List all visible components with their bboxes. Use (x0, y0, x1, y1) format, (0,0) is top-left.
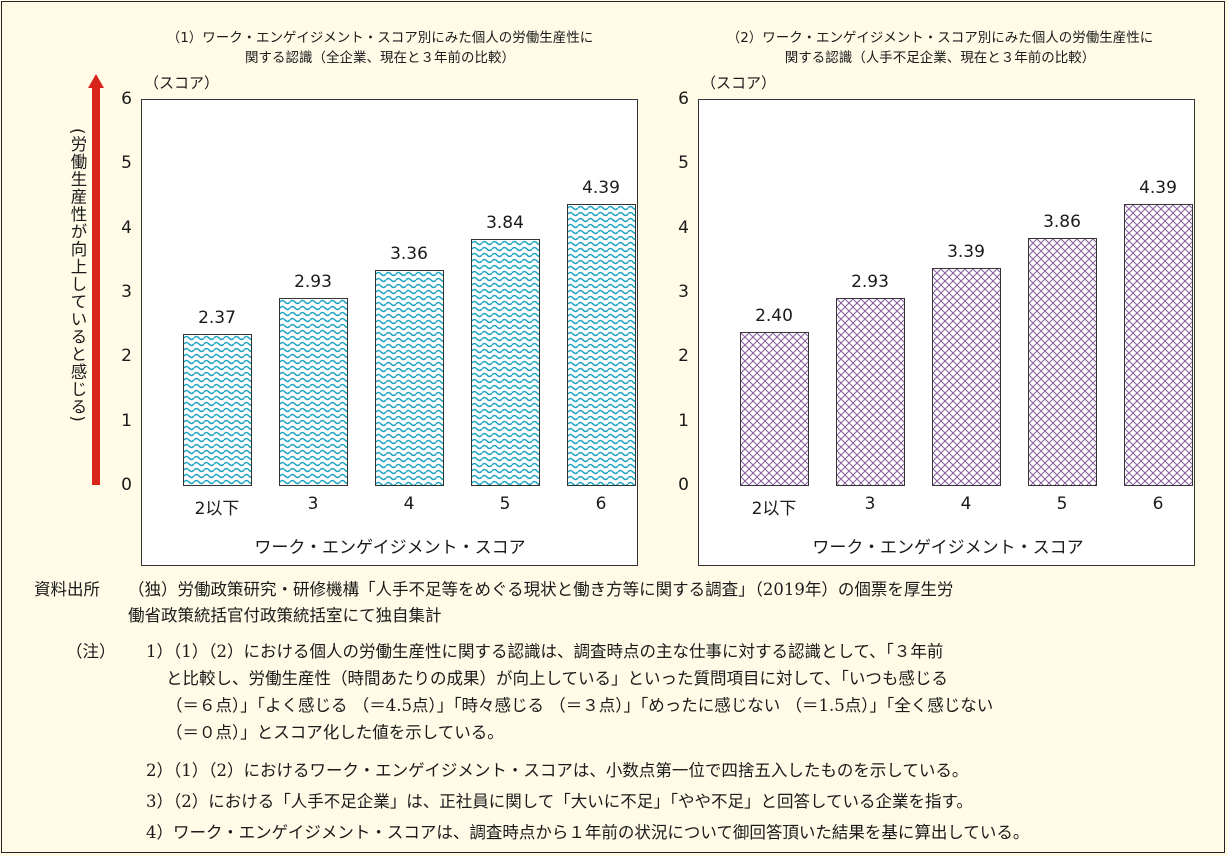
chart2-y-tick: 1 (678, 410, 689, 431)
chart1-unit-label: （スコア） (144, 74, 220, 92)
chart2-bar (835, 297, 905, 486)
increase-arrow-icon (88, 74, 104, 485)
note-1-line-2: と比較し、労働生産性（時間あたりの成果）が向上している」といった質問項目に対して… (166, 669, 948, 688)
source-text-2: 働省政策統括官付政策統括室にて独自集計 (128, 606, 442, 625)
chart1-x-tick: 3 (307, 494, 319, 514)
chart1-bar (182, 333, 252, 486)
chart2-x-tick: 5 (1056, 494, 1068, 514)
chart2-bar (931, 267, 1001, 486)
chart1-y-tick: 5 (121, 153, 132, 174)
chart2-value-label: 2.93 (851, 271, 889, 292)
chart2-y-tick: 3 (678, 282, 689, 302)
chart1-x-tick: 2以下 (194, 499, 240, 519)
chart1-x-tick: 5 (499, 494, 511, 514)
chart1-x-tick: 6 (595, 494, 607, 514)
note-2: 2）（1）（2）におけるワーク・エンゲイジメント・スコアは、小数点第一位で四捨五… (146, 761, 969, 780)
notes-heading: （注） (66, 642, 116, 661)
chart2-value-label: 3.86 (1043, 211, 1081, 232)
chart2-x-tick: 2以下 (751, 499, 797, 519)
chart1-axis-panel (141, 487, 638, 566)
chart2-unit-label: （スコア） (701, 74, 777, 92)
chart1-y-tick: 4 (121, 217, 132, 238)
chart1-value-label: 2.37 (198, 307, 236, 328)
chart2-y-tick: 4 (678, 217, 689, 238)
chart1-y-tick: 0 (121, 475, 132, 495)
chart1-value-label: 4.39 (582, 177, 620, 198)
chart2-x-tick: 3 (864, 494, 876, 514)
chart2-bar (1027, 237, 1097, 486)
chart1-value-label: 3.36 (390, 243, 428, 264)
chart2-x-axis-label: ワーク・エンゲイジメント・スコア (812, 538, 1084, 558)
chart2-y-tick: 5 (678, 153, 689, 174)
y-axis-description: (労働生産性が向上していると感じる) (68, 128, 87, 423)
note-3: 3）（2）における「人手不足企業」は、正社員に関して「大いに不足」「やや不足」と… (146, 792, 973, 811)
chart1-x-axis-label: ワーク・エンゲイジメント・スコア (254, 538, 526, 558)
note-1-line-3: （＝６点）」「よく感じる （＝4.5点）」「時々感じる （＝３点）」「めったに感… (166, 696, 994, 715)
chart2-x-tick: 6 (1152, 494, 1164, 514)
chart2-y-tick: 6 (678, 89, 689, 109)
chart1-y-tick: 2 (121, 346, 132, 367)
source-heading: 資料出所 (34, 580, 100, 599)
chart1-bar (374, 269, 444, 486)
source-text-1: （独）労働政策研究・研修機構「人手不足等をめぐる現状と働き方等に関する調査」（2… (128, 580, 954, 599)
chart2-value-label: 3.39 (947, 241, 985, 262)
note-4: 4）ワーク・エンゲイジメント・スコアは、調査時点から１年前の状況について御回答頂… (146, 823, 1030, 842)
chart1-value-label: 3.84 (486, 212, 524, 233)
chart2-value-label: 2.40 (755, 305, 793, 326)
chart1-y-tick: 3 (121, 282, 132, 302)
chart2-bar (1123, 203, 1193, 486)
chart2-y-tick: 0 (678, 475, 689, 495)
chart2-y-tick: 2 (678, 346, 689, 367)
chart1-title: （1）ワーク・エンゲイジメント・スコア別にみた個人の労働生産性に 関する認識（全… (166, 30, 594, 66)
chart1-value-label: 2.93 (294, 271, 332, 292)
chart1-bar (566, 203, 636, 486)
note-1-line-4: （＝０点）」とスコア化した値を示している。 (166, 723, 504, 742)
chart1-bar (470, 238, 540, 486)
chart2-value-label: 4.39 (1139, 177, 1177, 198)
chart2-bar (739, 331, 809, 486)
chart2-axis-panel (698, 487, 1195, 566)
chart2-x-tick: 4 (960, 494, 972, 514)
note-1-line-1: 1）（1）（2）における個人の労働生産性に関する認識は、調査時点の主な仕事に対す… (146, 642, 944, 661)
chart1-x-tick: 4 (403, 494, 415, 514)
chart1-bar (278, 297, 348, 486)
chart1-y-tick: 1 (121, 410, 132, 431)
chart1-y-tick: 6 (121, 89, 132, 109)
chart2-title: （2）ワーク・エンゲイジメント・スコア別にみた個人の労働生産性に 関する認識（人… (726, 30, 1154, 66)
